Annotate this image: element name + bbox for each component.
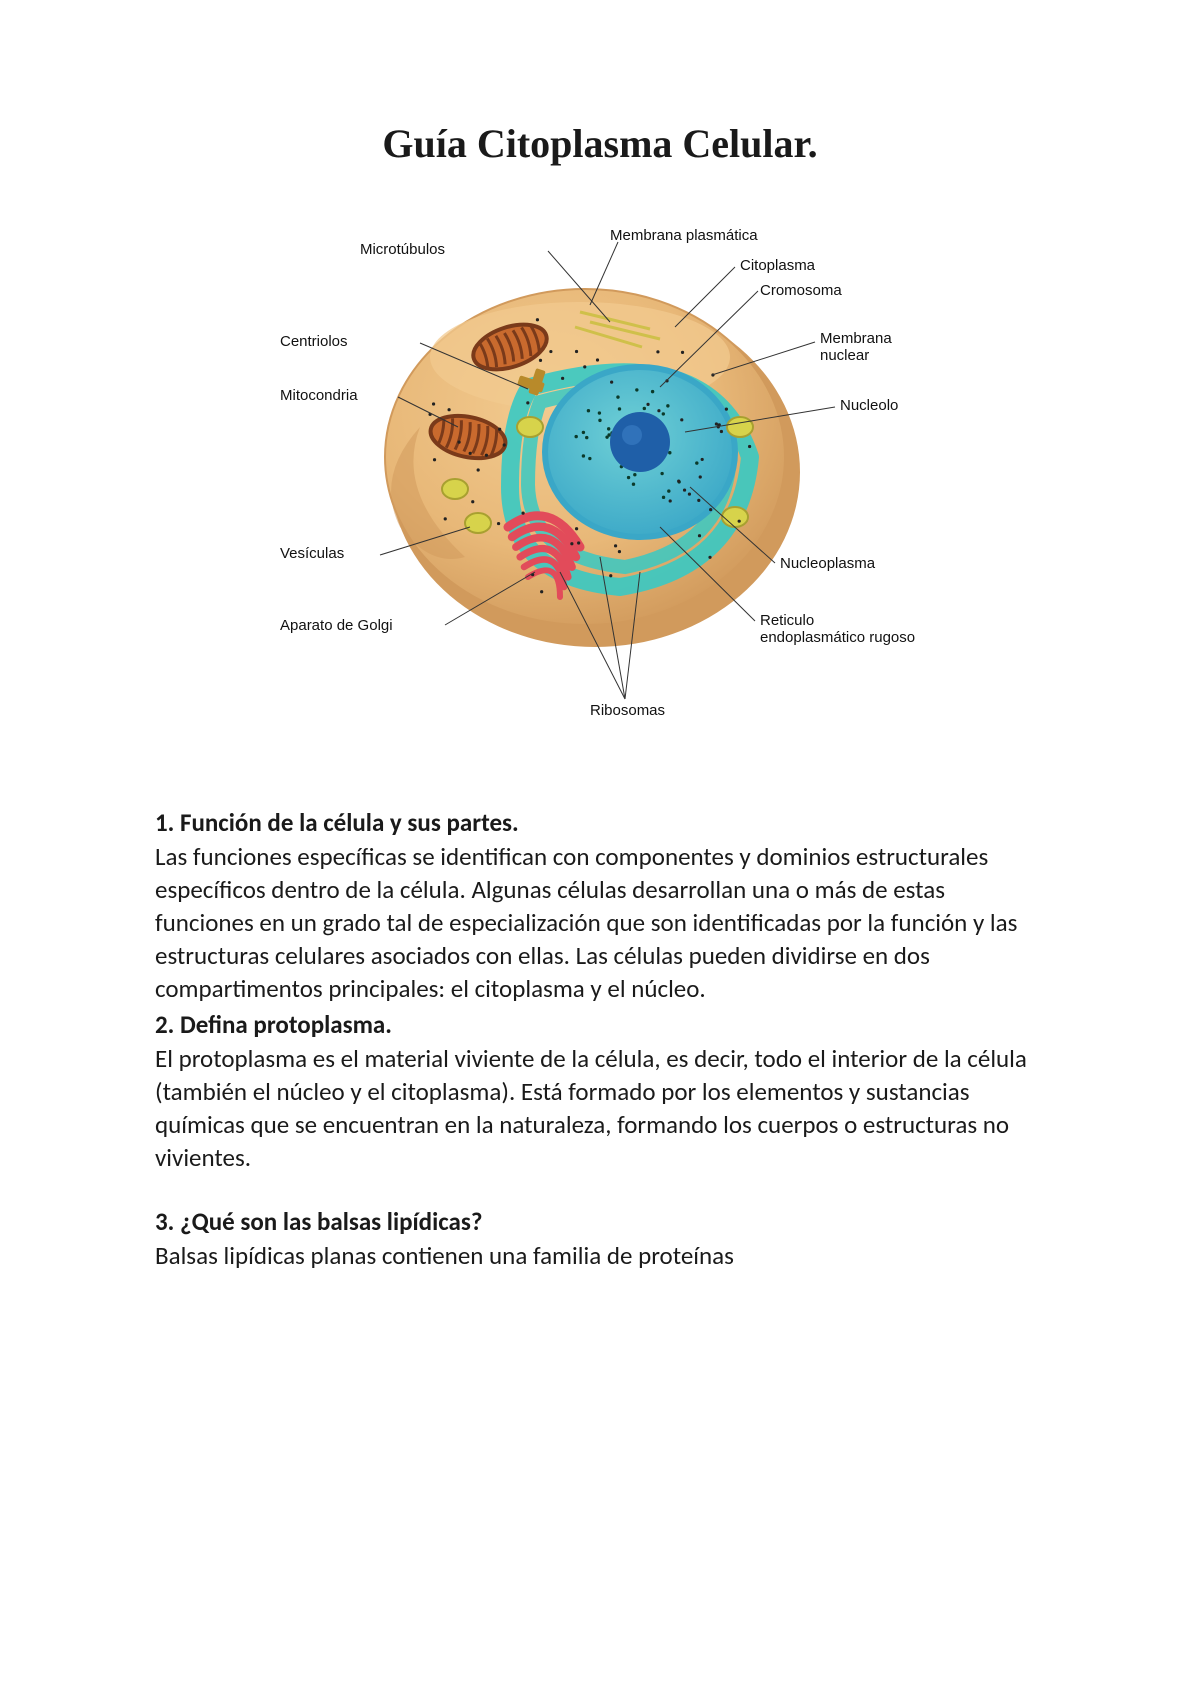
page-title: Guía Citoplasma Celular. bbox=[155, 120, 1045, 167]
cell-diagram-container: Microtúbulos Membrana plasmática Citoplasm… bbox=[155, 227, 1045, 727]
content-sections: 1. Función de la célula y sus partes.Las… bbox=[155, 807, 1045, 1272]
diagram-label-microtubulos: Microtúbulos bbox=[280, 241, 445, 258]
diagram-label-ribosomas: Ribosomas bbox=[590, 702, 665, 719]
section-body-1: Las funciones específicas se identifican… bbox=[155, 840, 1045, 1005]
section-heading-3: 3. ¿Qué son las balsas lipídicas? bbox=[155, 1206, 1045, 1237]
diagram-label-rer: Reticuloendoplasmático rugoso bbox=[760, 612, 915, 647]
section-heading-2: 2. Defina protoplasma. bbox=[155, 1009, 1045, 1040]
diagram-label-golgi: Aparato de Golgi bbox=[280, 617, 315, 634]
cell-diagram: Microtúbulos Membrana plasmática Citoplasm… bbox=[280, 227, 920, 727]
diagram-label-nucleolo: Nucleolo bbox=[840, 397, 898, 414]
diagram-label-membrana_plasm: Membrana plasmática bbox=[610, 227, 758, 244]
diagram-label-citoplasma: Citoplasma bbox=[740, 257, 815, 274]
cell-svg bbox=[280, 227, 920, 727]
section-heading-1: 1. Función de la célula y sus partes. bbox=[155, 807, 1045, 838]
diagram-label-cromosoma: Cromosoma bbox=[760, 282, 842, 299]
diagram-label-vesiculas: Vesículas bbox=[280, 545, 310, 562]
section-body-2: El protoplasma es el material viviente d… bbox=[155, 1042, 1045, 1174]
diagram-label-centriolos: Centriolos bbox=[280, 333, 340, 350]
section-body-3: Balsas lipídicas planas contienen una fa… bbox=[155, 1239, 1045, 1272]
diagram-label-mitocondria: Mitocondria bbox=[280, 387, 305, 404]
diagram-label-membrana_nuc: Membrananuclear bbox=[820, 330, 892, 365]
diagram-label-nucleoplasma: Nucleoplasma bbox=[780, 555, 875, 572]
